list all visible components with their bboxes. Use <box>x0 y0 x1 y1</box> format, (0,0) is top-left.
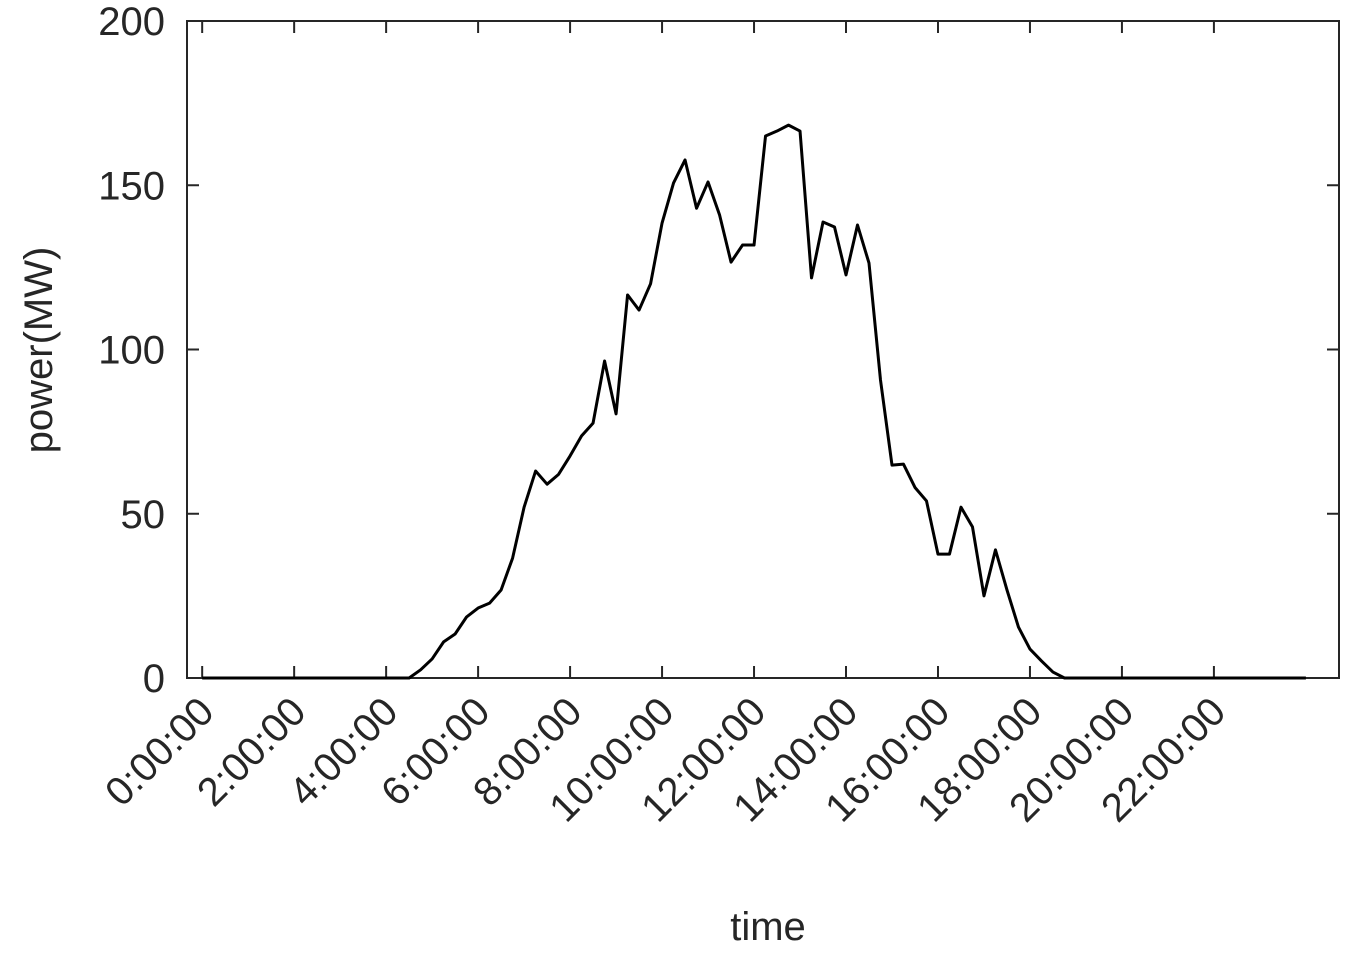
x-axis-label: time <box>730 905 806 949</box>
y-tick-label: 200 <box>98 0 165 44</box>
y-tick-label: 100 <box>98 329 165 373</box>
y-tick-label: 50 <box>121 493 166 537</box>
plot-frame <box>186 20 1340 679</box>
y-axis-label: power(MW) <box>17 247 61 454</box>
data-line <box>202 123 1306 680</box>
y-tick-label: 0 <box>143 657 165 701</box>
y-tick-label: 150 <box>98 164 165 208</box>
